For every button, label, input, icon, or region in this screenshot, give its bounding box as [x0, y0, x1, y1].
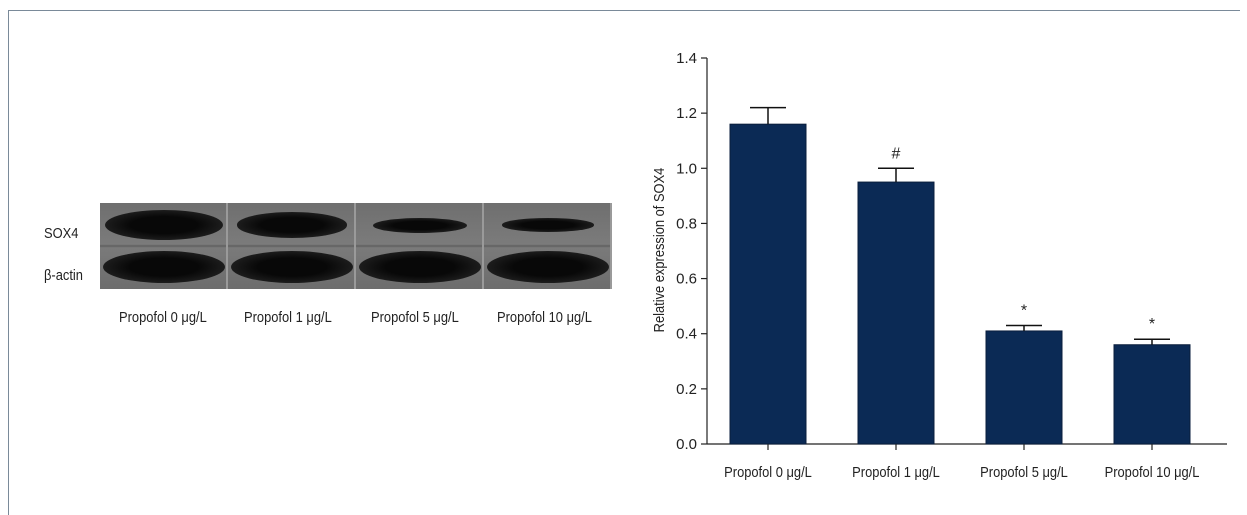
sox4-band	[105, 210, 223, 240]
sox4-band	[501, 218, 594, 232]
beta-actin-band	[231, 251, 353, 283]
figure-frame	[8, 10, 1240, 515]
sox4-band	[236, 212, 348, 238]
beta-actin-band	[359, 251, 481, 283]
blot-lane-1	[228, 203, 356, 289]
blot-row-label-sox4: SOX4	[44, 225, 79, 242]
blot-lane-0	[100, 203, 228, 289]
beta-actin-band	[103, 251, 225, 283]
blot-row-label-actin: β-actin	[44, 267, 83, 284]
beta-actin-band	[487, 251, 609, 283]
blot-lane-3	[484, 203, 612, 289]
blot-lane-label-3: Propofol 10 μg/L	[497, 309, 592, 326]
western-blot-panel: SOX4 β-actin Propofol 0 μg/L Propofol 1 …	[40, 195, 620, 355]
western-blot-image	[100, 203, 612, 289]
blot-lane-2	[356, 203, 484, 289]
blot-lane-label-0: Propofol 0 μg/L	[119, 309, 207, 326]
sox4-band	[372, 217, 468, 233]
blot-lane-label-2: Propofol 5 μg/L	[371, 309, 459, 326]
blot-lane-label-1: Propofol 1 μg/L	[244, 309, 332, 326]
